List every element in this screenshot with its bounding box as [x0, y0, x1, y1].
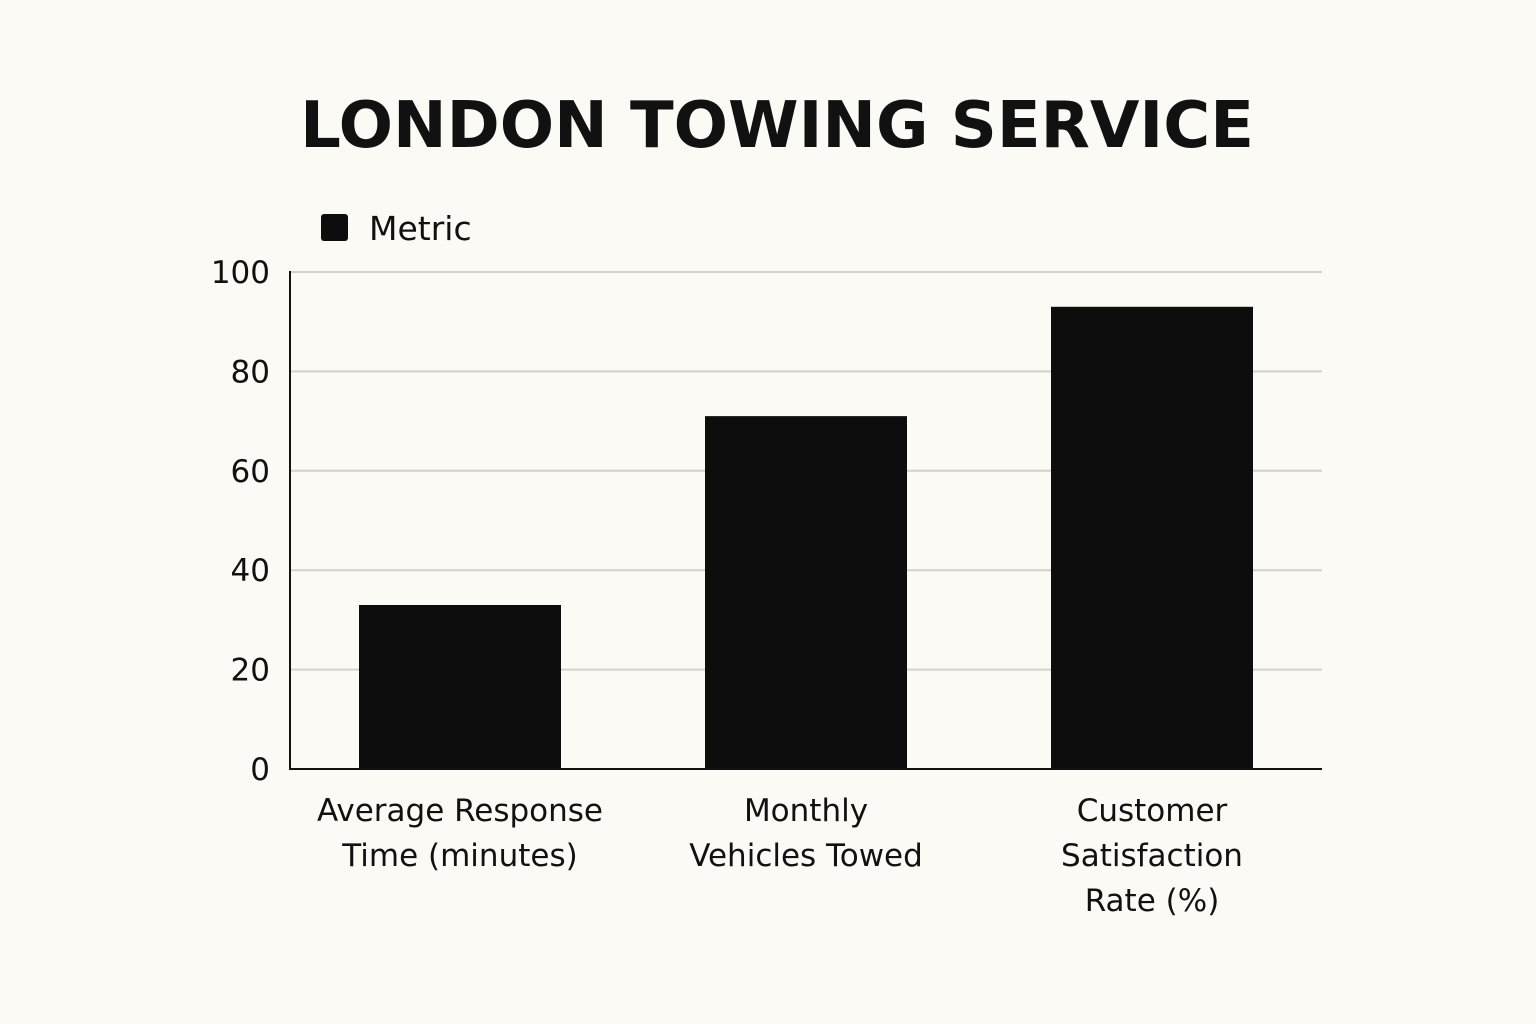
x-category-label-line: Time (minutes) [341, 838, 577, 874]
y-tick-label: 40 [231, 553, 270, 589]
legend-swatch [321, 214, 348, 241]
x-category-label: Monthly Vehicles Towed [689, 793, 923, 874]
x-category-label-line: Monthly [744, 793, 868, 829]
legend-label: Metric [369, 209, 472, 248]
y-tick-label: 60 [231, 454, 270, 490]
x-axis-labels: Average Response Time (minutes) Monthly Veh… [317, 793, 1243, 919]
x-category-label: Customer Satisfaction Rate (%) [1061, 793, 1243, 919]
legend: Metric [321, 209, 472, 248]
chart-title: LONDON TOWING SERVICE [300, 89, 1254, 163]
x-category-label-line: Average Response [317, 793, 603, 829]
x-category-label-line: Customer [1077, 793, 1228, 829]
x-category-label-line: Rate (%) [1085, 883, 1220, 919]
bar [1051, 306, 1253, 769]
bar [359, 604, 561, 769]
bars [359, 306, 1253, 769]
y-tick-label: 0 [250, 752, 270, 788]
y-tick-label: 100 [211, 255, 270, 291]
y-tick-label: 20 [231, 653, 270, 689]
y-axis-ticks: 0 20 40 60 80 100 [211, 255, 270, 788]
x-category-label: Average Response Time (minutes) [317, 793, 603, 874]
axes [289, 271, 1322, 770]
x-category-label-line: Vehicles Towed [689, 838, 923, 874]
y-tick-label: 80 [231, 354, 270, 390]
x-category-label-line: Satisfaction [1061, 838, 1243, 874]
bar [705, 416, 907, 769]
